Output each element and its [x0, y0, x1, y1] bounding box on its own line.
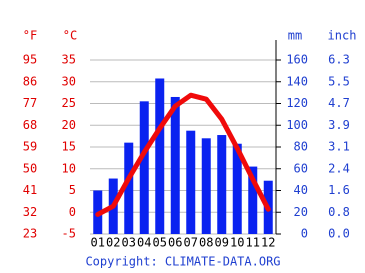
x-tick-label: 06	[168, 236, 182, 250]
x-tick-label: 04	[137, 236, 151, 250]
y-tick-label-c: 5	[69, 183, 76, 197]
y-tick-label-f: 50	[23, 161, 37, 175]
bar	[186, 130, 196, 234]
y2-tick-label-inch: 1.6	[328, 183, 350, 197]
x-tick-label: 03	[122, 236, 136, 250]
y-tick-label-c: -5	[62, 227, 76, 241]
x-tick-label: 02	[106, 236, 120, 250]
y-tick-label-c: 35	[62, 53, 76, 67]
bar	[232, 143, 242, 234]
y2-tick-label-inch: 3.9	[328, 118, 350, 132]
y-tick-label-f: 59	[23, 140, 37, 154]
y-tick-label-f: 23	[23, 227, 37, 241]
x-tick-label: 10	[230, 236, 244, 250]
bar	[155, 78, 165, 234]
y2-tick-label-mm: 120	[286, 96, 308, 110]
y-tick-label-f: 32	[23, 205, 37, 219]
y2-tick-label-mm: 160	[286, 53, 308, 67]
x-tick-label: 01	[91, 236, 105, 250]
y-tick-label-c: 10	[62, 161, 76, 175]
y2-tick-label-mm: 140	[286, 74, 308, 88]
axis-label-f: °F	[23, 29, 37, 43]
y2-tick-label-inch: 3.1	[328, 140, 350, 154]
bar	[124, 142, 134, 234]
axis-label-c: °C	[63, 29, 77, 43]
axis-label-inch: inch	[328, 29, 357, 43]
bar	[201, 138, 211, 234]
y-tick-label-c: 30	[62, 74, 76, 88]
x-tick-label: 09	[215, 236, 229, 250]
y2-tick-label-mm: 0	[301, 227, 308, 241]
y-tick-label-c: 25	[62, 96, 76, 110]
y2-tick-label-mm: 40	[294, 183, 308, 197]
y-tick-label-c: 20	[62, 118, 76, 132]
y-tick-label-f: 68	[23, 118, 37, 132]
y2-tick-label-mm: 100	[286, 118, 308, 132]
y-tick-label-c: 0	[69, 205, 76, 219]
y-tick-label-c: 15	[62, 140, 76, 154]
credit: Copyright: CLIMATE-DATA.ORG	[85, 255, 280, 269]
x-tick-label: 07	[184, 236, 198, 250]
y-tick-label-f: 77	[23, 96, 37, 110]
y2-tick-label-inch: 6.3	[328, 53, 350, 67]
y2-tick-label-mm: 60	[294, 161, 308, 175]
bar	[217, 135, 227, 234]
y2-tick-label-inch: 0.0	[328, 227, 350, 241]
temperature-line	[95, 92, 271, 217]
x-tick-label: 11	[246, 236, 260, 250]
bar	[248, 166, 258, 234]
axis-label-mm: mm	[288, 29, 302, 43]
y-tick-label-f: 95	[23, 53, 37, 67]
y2-tick-label-inch: 4.7	[328, 96, 350, 110]
x-tick-label: 08	[199, 236, 213, 250]
y2-tick-label-inch: 0.8	[328, 205, 350, 219]
y2-tick-label-inch: 5.5	[328, 74, 350, 88]
y2-tick-label-mm: 80	[294, 140, 308, 154]
y2-tick-label-inch: 2.4	[328, 161, 350, 175]
y-tick-label-f: 86	[23, 74, 37, 88]
x-tick-label: 12	[261, 236, 275, 250]
y2-tick-label-mm: 20	[294, 205, 308, 219]
y-tick-label-f: 41	[23, 183, 37, 197]
x-tick-label: 05	[153, 236, 167, 250]
bar	[139, 101, 149, 234]
bar	[170, 96, 180, 234]
